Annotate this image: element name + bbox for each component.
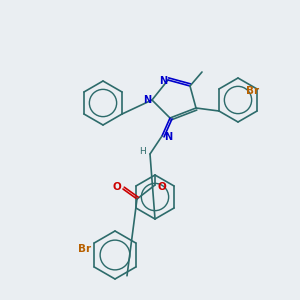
Text: Br: Br <box>78 244 91 254</box>
Text: O: O <box>112 182 122 192</box>
Text: Br: Br <box>246 86 260 96</box>
Text: N: N <box>159 76 167 86</box>
Text: N: N <box>164 132 172 142</box>
Text: O: O <box>158 182 166 192</box>
Text: H: H <box>139 148 145 157</box>
Text: N: N <box>143 95 151 105</box>
